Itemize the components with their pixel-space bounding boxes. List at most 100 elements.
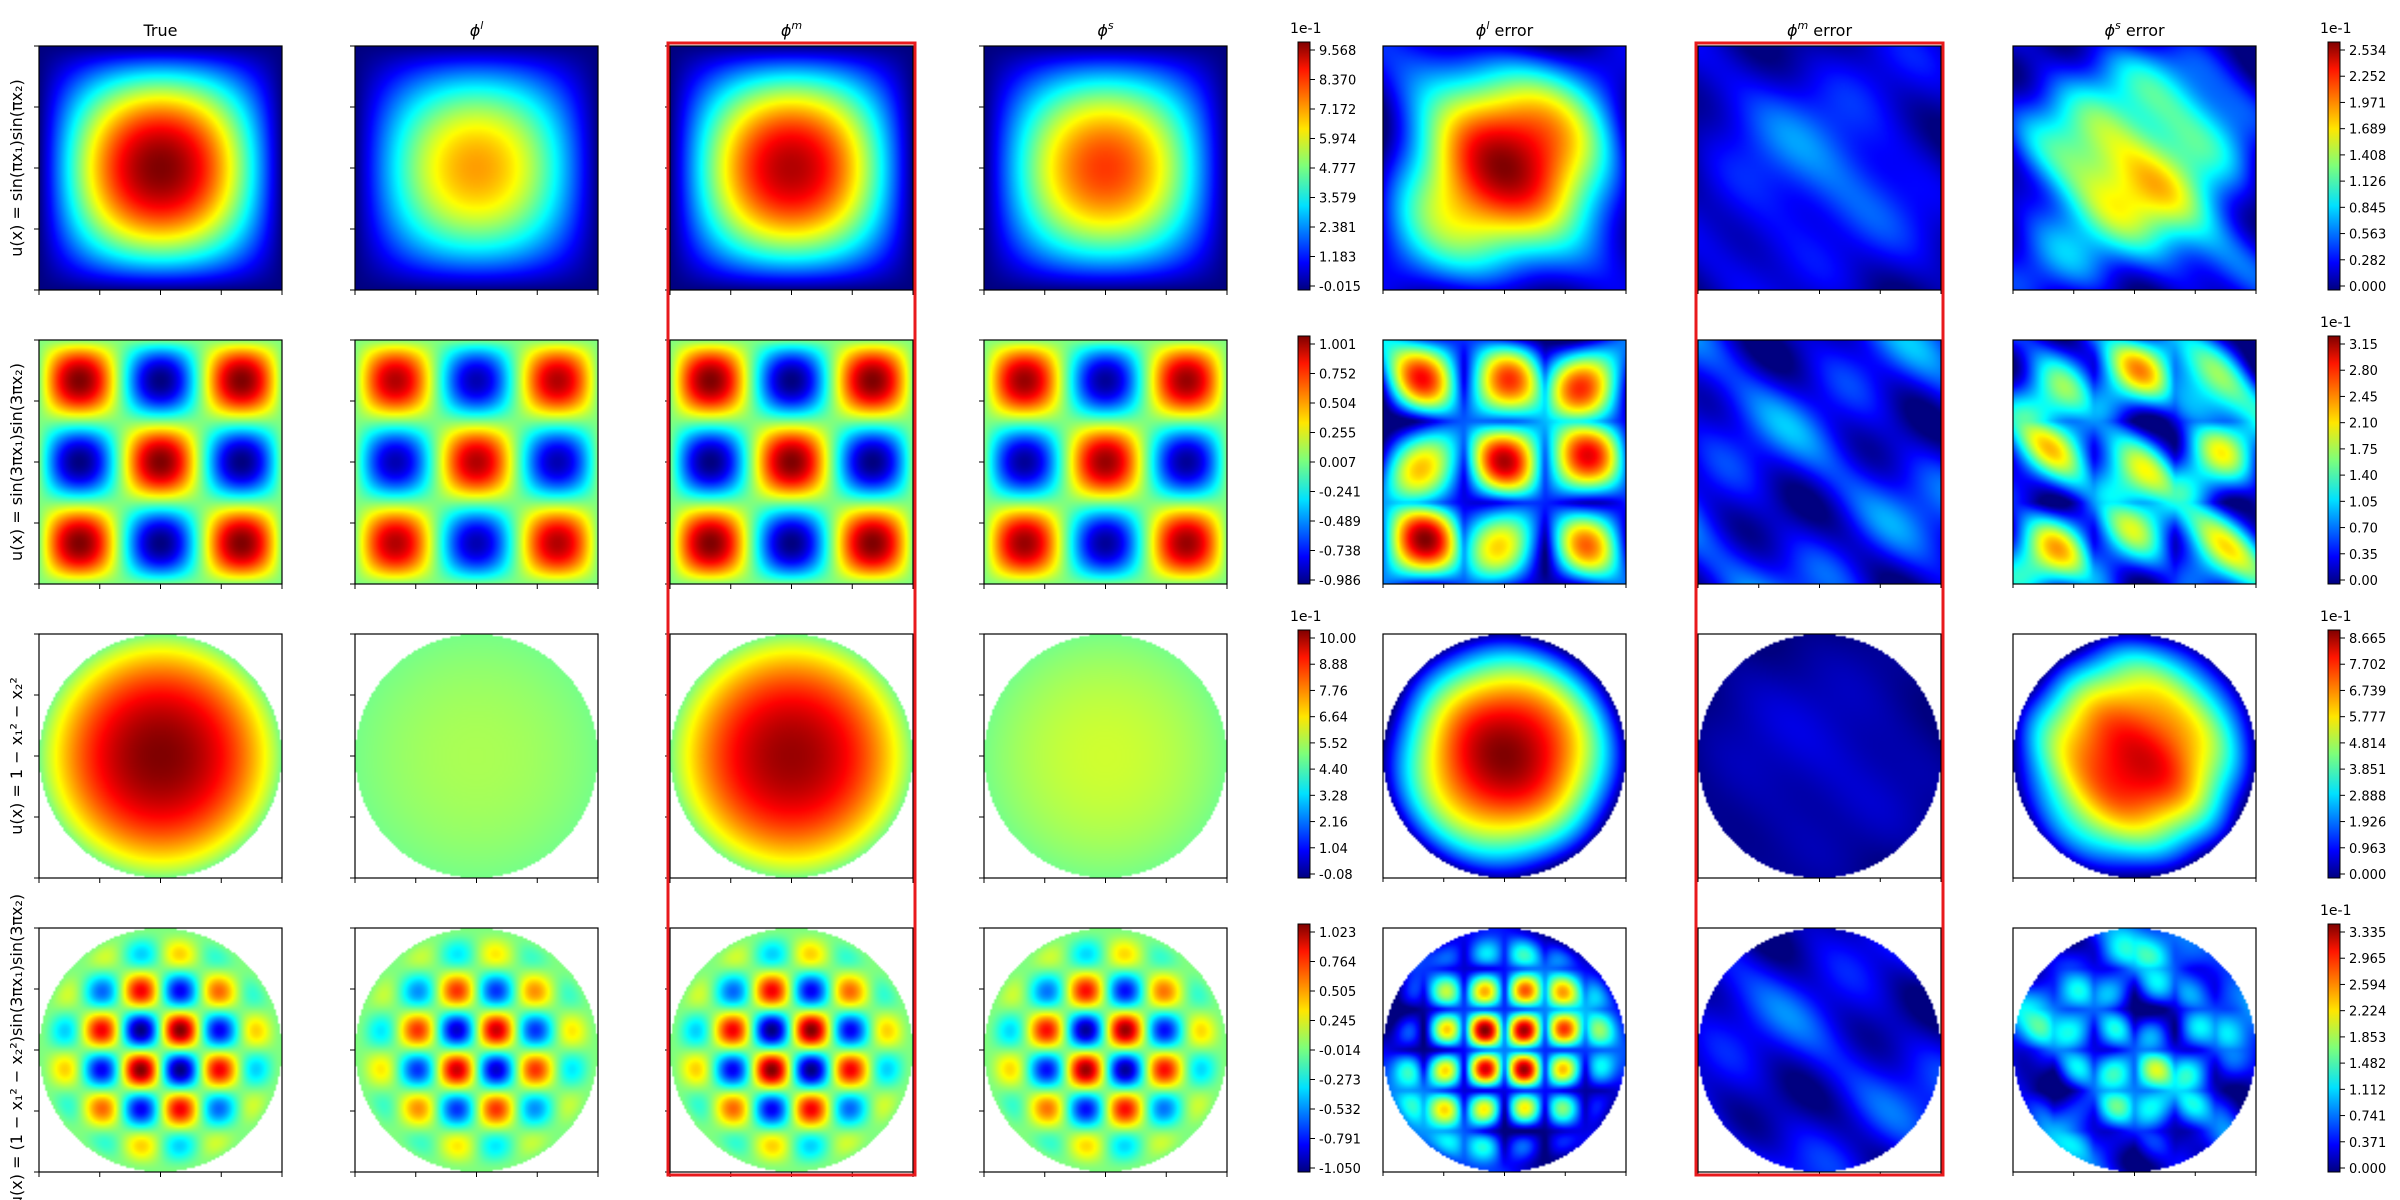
- heatmap-phi_m_error-row1: [1698, 46, 1941, 290]
- colorbars: 9.568 8.370 7.172 5.974 4.777 3.579 2.381 1.183…: [1290, 21, 2386, 1177]
- heatmap-phi_m-row1: [670, 46, 913, 290]
- colorbar-exponent: 1e-1: [2320, 315, 2351, 331]
- colorbar-tick-label: 1.05: [2349, 495, 2378, 510]
- colorbar-tick-label: 2.252: [2349, 70, 2386, 85]
- colorbar-tick-label: 5.52: [1319, 737, 1348, 752]
- colorbar-tick-label: 8.88: [1319, 658, 1348, 673]
- colorbar-tick-label: 7.702: [2349, 658, 2386, 673]
- column-title-true: True: [143, 21, 178, 40]
- heatmap-phi_s-row1: [984, 46, 1227, 290]
- colorbar-tick-label: 0.504: [1319, 397, 1356, 412]
- colorbar-tick-label: -0.791: [1319, 1133, 1361, 1148]
- heatmap-true-row3: [39, 634, 282, 878]
- colorbar-tick-label: 3.851: [2349, 763, 2386, 778]
- axes-frame: [2012, 45, 2257, 294]
- colorbar-tick-label: 3.15: [2349, 338, 2378, 353]
- colorbar-tick-label: 2.16: [1319, 816, 1348, 831]
- colorbar-tick-label: 0.845: [2349, 201, 2386, 216]
- colorbar-tick-label: 9.568: [1319, 44, 1356, 59]
- colorbar-error-row2: 3.15 2.80 2.45 2.10 1.75 1.40 1.05 0.70 0.35 0.00…: [2320, 315, 2378, 589]
- colorbar-tick-label: 2.381: [1319, 221, 1356, 236]
- axes-frame: [350, 45, 599, 295]
- row-label-3: u(x) = 1 − x₁² − x₂²: [7, 677, 26, 835]
- axes-frame: [34, 633, 283, 883]
- heatmap-true-row2: [39, 340, 282, 584]
- colorbar-tick-label: 7.172: [1319, 103, 1356, 118]
- colorbar-tick-label: 2.965: [2349, 952, 2386, 967]
- axes-frame: [350, 927, 599, 1177]
- colorbar-tick-label: -0.986: [1319, 574, 1361, 589]
- colorbar-tick-label: 2.224: [2349, 1005, 2386, 1020]
- colorbar-tick-label: 1.023: [1319, 926, 1356, 941]
- row-label-1: u(x) = sin(πx₁)sin(πx₂): [7, 79, 26, 257]
- colorbar-tick-label: 0.007: [1319, 456, 1356, 471]
- axes-frame: [979, 633, 1228, 883]
- heatmap-phi_s_error-row3: [2013, 634, 2256, 878]
- colorbar-tick-label: 0.563: [2349, 228, 2386, 243]
- axes-frame: [1697, 45, 1942, 294]
- colorbar-tick-label: 3.28: [1319, 789, 1348, 804]
- colorbar-tick-label: 3.579: [1319, 192, 1356, 207]
- colorbar-tick-label: 5.777: [2349, 711, 2386, 726]
- colorbar-tick-label: 0.963: [2349, 842, 2386, 857]
- colorbar-tick-label: -0.08: [1319, 868, 1353, 883]
- heatmap-phi_m-row4: [670, 928, 913, 1172]
- column-title-phi_l_error: ϕl error: [1476, 19, 1534, 40]
- colorbar-tick-label: 0.000: [2349, 1162, 2386, 1177]
- colorbar-tick-label: -0.273: [1319, 1074, 1361, 1089]
- column-title-phi_m_error: ϕm error: [1787, 19, 1853, 40]
- colorbar-value-row1: 9.568 8.370 7.172 5.974 4.777 3.579 2.381 1.183…: [1290, 21, 1361, 295]
- panel-axes: [34, 45, 2257, 1177]
- colorbar-exponent: 1e-1: [1290, 609, 1321, 625]
- heatmap-phi_s_error-row2: [2013, 340, 2256, 584]
- colorbar-error-row4: 3.335 2.965 2.594 2.224 1.853 1.482 1.112 0.741…: [2320, 903, 2386, 1177]
- axes-frame: [350, 339, 599, 589]
- colorbar-tick-label: 0.741: [2349, 1110, 2386, 1125]
- axes-frame: [34, 45, 283, 295]
- axes-frame: [979, 339, 1228, 589]
- colorbar-exponent: 1e-1: [1290, 21, 1321, 37]
- axes-frame: [1697, 339, 1942, 588]
- colorbar-tick-label: 1.04: [1319, 842, 1348, 857]
- colorbar-tick-label: 5.974: [1319, 133, 1356, 148]
- colorbar-tick-label: 0.752: [1319, 368, 1356, 383]
- heatmap-phi_l-row3: [355, 634, 598, 878]
- highlight-box-phi_m: [666, 41, 917, 1177]
- colorbar-tick-label: -1.050: [1319, 1162, 1361, 1177]
- colorbar-tick-label: 0.35: [2349, 548, 2378, 563]
- column-titles: True ϕl ϕm ϕs ϕl error ϕm error ϕs error: [143, 19, 2165, 40]
- colorbar-tick-label: -0.015: [1319, 280, 1361, 295]
- colorbar-tick-label: 2.45: [2349, 390, 2378, 405]
- colorbar-tick-label: -0.014: [1319, 1044, 1361, 1059]
- column-title-phi_s: ϕs: [1097, 19, 1114, 40]
- colorbar-tick-label: -0.489: [1319, 515, 1361, 530]
- axes-frame: [979, 45, 1228, 295]
- colorbar-tick-label: 4.777: [1319, 162, 1356, 177]
- colorbar-tick-label: 1.75: [2349, 443, 2378, 458]
- colorbar-tick-label: -0.241: [1319, 486, 1361, 501]
- heatmap-phi_s_error-row4: [2013, 928, 2256, 1172]
- column-title-phi_l: ϕl: [470, 19, 484, 40]
- heatmap-phi_s-row2: [984, 340, 1227, 584]
- axes-frame: [2012, 927, 2257, 1176]
- highlight-boxes: [666, 41, 1945, 1177]
- colorbar-tick-label: 0.245: [1319, 1015, 1356, 1030]
- heatmap-phi_m-row3: [670, 634, 913, 878]
- colorbar-tick-label: 0.000: [2349, 868, 2386, 883]
- colorbar-tick-label: -0.738: [1319, 545, 1361, 560]
- axes-frame: [2012, 339, 2257, 588]
- colorbar-tick-label: 6.64: [1319, 711, 1348, 726]
- axes-frame: [979, 927, 1228, 1177]
- colorbar-tick-label: 2.80: [2349, 364, 2378, 379]
- axes-frame: [350, 633, 599, 883]
- colorbar-tick-label: 2.10: [2349, 417, 2378, 432]
- colorbar-tick-label: 2.594: [2349, 978, 2386, 993]
- colorbar-value-row2: 1.001 0.752 0.504 0.255 0.007 -0.241 -0.489 -0.…: [1297, 335, 1361, 589]
- colorbar-value-row3: 10.00 8.88 7.76 6.64 5.52 4.40 3.28 2.16 1.04 -0.…: [1290, 609, 1356, 883]
- heatmap-phi_m_error-row2: [1698, 340, 1941, 584]
- colorbar-tick-label: 8.370: [1319, 74, 1356, 89]
- axes-frame: [34, 927, 283, 1177]
- axes-frame: [1382, 339, 1627, 588]
- colorbar-tick-label: 1.001: [1319, 338, 1356, 353]
